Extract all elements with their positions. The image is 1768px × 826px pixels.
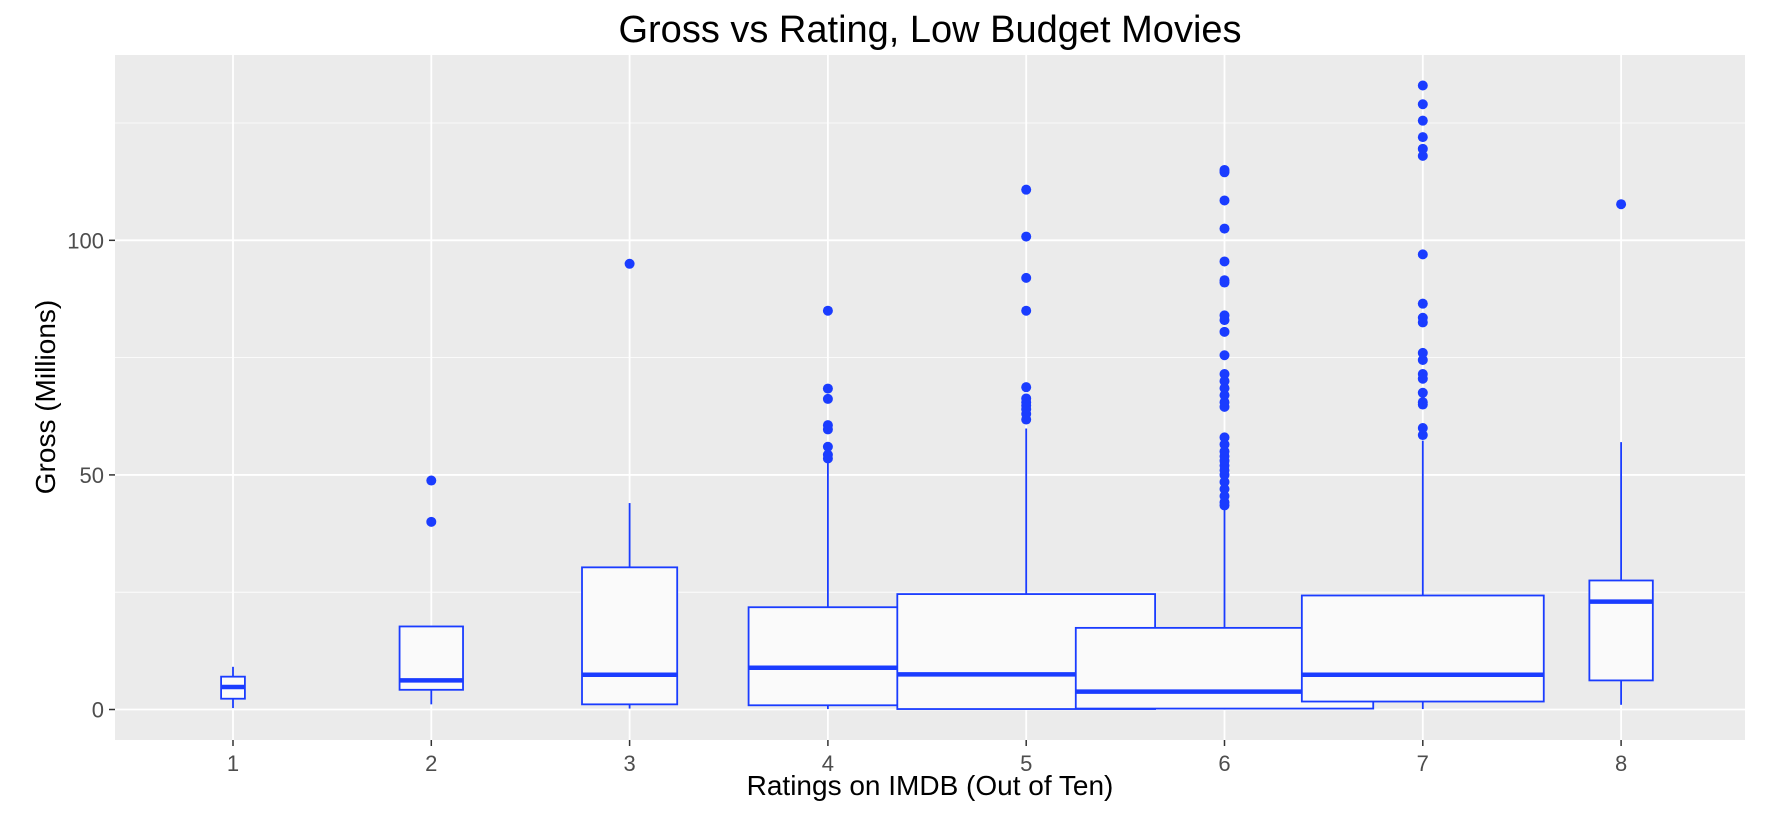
x-axis: 1 2 3 4 5 6 7 8 [227,740,1627,776]
outlier-point [1417,397,1428,408]
outlier-point [426,516,437,527]
x-tick-label: 4 [822,751,834,776]
outlier-point [1219,439,1230,450]
outlier-point [1021,231,1032,242]
outlier-point [1219,369,1230,380]
outlier-point [822,393,833,404]
outlier-point [1417,115,1428,126]
outlier-point [1219,397,1230,408]
outlier-point [1219,326,1230,337]
outlier-point [1417,430,1428,441]
outlier-point [1219,195,1230,206]
outlier-point [1021,393,1032,404]
box-group-rating-4 [747,305,909,710]
chart-title: Gross vs Rating, Low Budget Movies [618,9,1241,51]
box-iqr [1300,594,1545,703]
outlier-point [1616,199,1627,210]
box-group-rating-1 [220,666,246,709]
outlier-point [1219,310,1230,321]
outlier-point [1219,476,1230,487]
outlier-point [1219,256,1230,267]
box-iqr [1588,579,1654,682]
outlier-point [1219,491,1230,502]
outlier-point [822,383,833,394]
box-iqr [747,606,909,707]
outlier-point [1417,347,1428,358]
outlier-point [1417,369,1428,380]
outlier-point [426,475,437,486]
x-tick-label: 2 [425,751,437,776]
box-group-rating-7 [1300,80,1545,710]
outlier-point [1417,99,1428,110]
y-axis: 0 50 100 [67,228,115,723]
outlier-point [1417,312,1428,323]
x-tick-label: 8 [1615,751,1627,776]
outlier-point [1417,150,1428,161]
outlier-point [1417,354,1428,365]
box-group-rating-3 [581,258,679,709]
outlier-point [1417,298,1428,309]
outlier-point [1219,383,1230,394]
outlier-point [1219,446,1230,457]
outlier-point [1417,132,1428,143]
outlier-point [1417,387,1428,398]
outlier-point [1021,382,1032,393]
outlier-point [822,305,833,316]
x-axis-title: Ratings on IMDB (Out of Ten) [747,770,1114,801]
box-group-rating-8 [1588,199,1654,705]
x-tick-label: 6 [1218,751,1230,776]
x-tick-label: 1 [227,751,239,776]
outlier-point [822,449,833,460]
outlier-point [1219,164,1230,175]
box-group-rating-2 [398,475,464,705]
outlier-point [1417,422,1428,433]
outlier-point [1219,483,1230,494]
box-series [220,80,1654,710]
outlier-point [1219,275,1230,286]
outlier-point [1219,376,1230,387]
outlier-point [624,258,635,269]
box-iqr [581,566,679,706]
outlier-point [1417,80,1428,91]
outlier-point [1219,432,1230,443]
x-tick-label: 7 [1417,751,1429,776]
y-tick-label: 50 [80,463,104,488]
outlier-point [1219,350,1230,361]
outlier-point [1219,223,1230,234]
outlier-point [1021,184,1032,195]
y-tick-label: 100 [67,228,104,253]
x-tick-label: 5 [1020,751,1032,776]
outlier-point [1021,305,1032,316]
minor-gridlines [115,122,1745,593]
x-tick-label: 3 [623,751,635,776]
y-axis-title: Gross (Millions) [30,300,61,494]
outlier-point [822,420,833,431]
outlier-point [1219,390,1230,401]
outlier-point [1021,272,1032,283]
outlier-point [822,441,833,452]
outlier-point [1417,249,1428,260]
outlier-point [1417,143,1428,154]
y-tick-label: 0 [92,698,104,723]
